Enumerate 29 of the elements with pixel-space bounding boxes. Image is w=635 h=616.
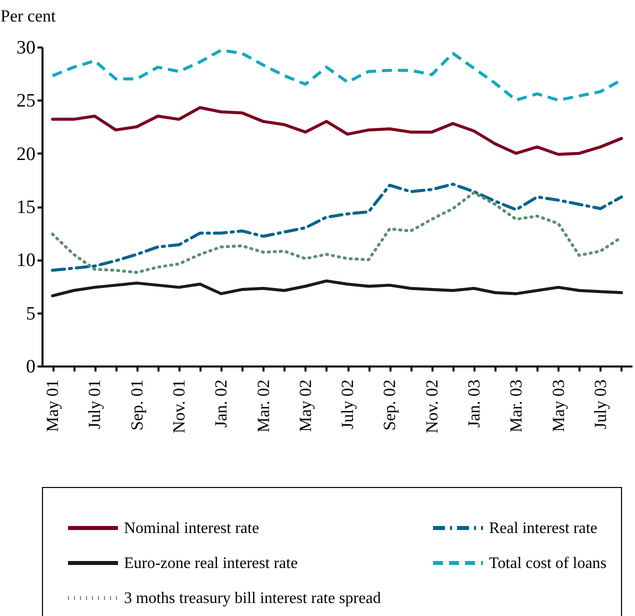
y-tick-label: 20 — [16, 144, 36, 165]
y-tick-label: 25 — [16, 90, 36, 112]
x-tick-label: May 02 — [296, 380, 315, 432]
y-tick-label: 30 — [16, 38, 36, 58]
y-tick-label: 5 — [26, 303, 36, 324]
x-tick-label: Mar. 02 — [254, 380, 273, 432]
x-tick-label: Jan. 02 — [212, 380, 231, 428]
legend-label: 3 moths treasury bill interest rate spread — [124, 590, 381, 607]
legend-label: Total cost of loans — [489, 555, 607, 572]
line-series — [51, 279, 623, 298]
x-tick-label: July 02 — [338, 380, 358, 430]
x-tick-label: Sep. 02 — [380, 380, 400, 430]
y-tick-label: 15 — [16, 197, 36, 218]
x-tick-label: Sep. 01 — [127, 380, 146, 430]
legend-label: Nominal interest rate — [124, 520, 260, 537]
y-tick-label: 0 — [26, 356, 36, 378]
x-tick-label: Mar. 03 — [506, 380, 526, 432]
legend-label: Real interest rate — [489, 520, 598, 537]
legend-label: Euro-zone real interest rate — [124, 555, 298, 572]
x-tick-label: Nov. 01 — [169, 380, 188, 434]
x-tick-label: May 03 — [548, 380, 568, 432]
line-series — [51, 106, 623, 156]
x-tick-label: May 01 — [43, 380, 62, 432]
y-axis-title: Per cent — [0, 6, 56, 26]
x-tick-label: July 01 — [85, 380, 104, 430]
x-tick-label: July 03 — [590, 380, 610, 430]
x-tick-label: Nov. 02 — [422, 380, 442, 434]
x-tick-label: Jan. 03 — [464, 380, 484, 428]
y-tick-label: 10 — [16, 250, 36, 272]
